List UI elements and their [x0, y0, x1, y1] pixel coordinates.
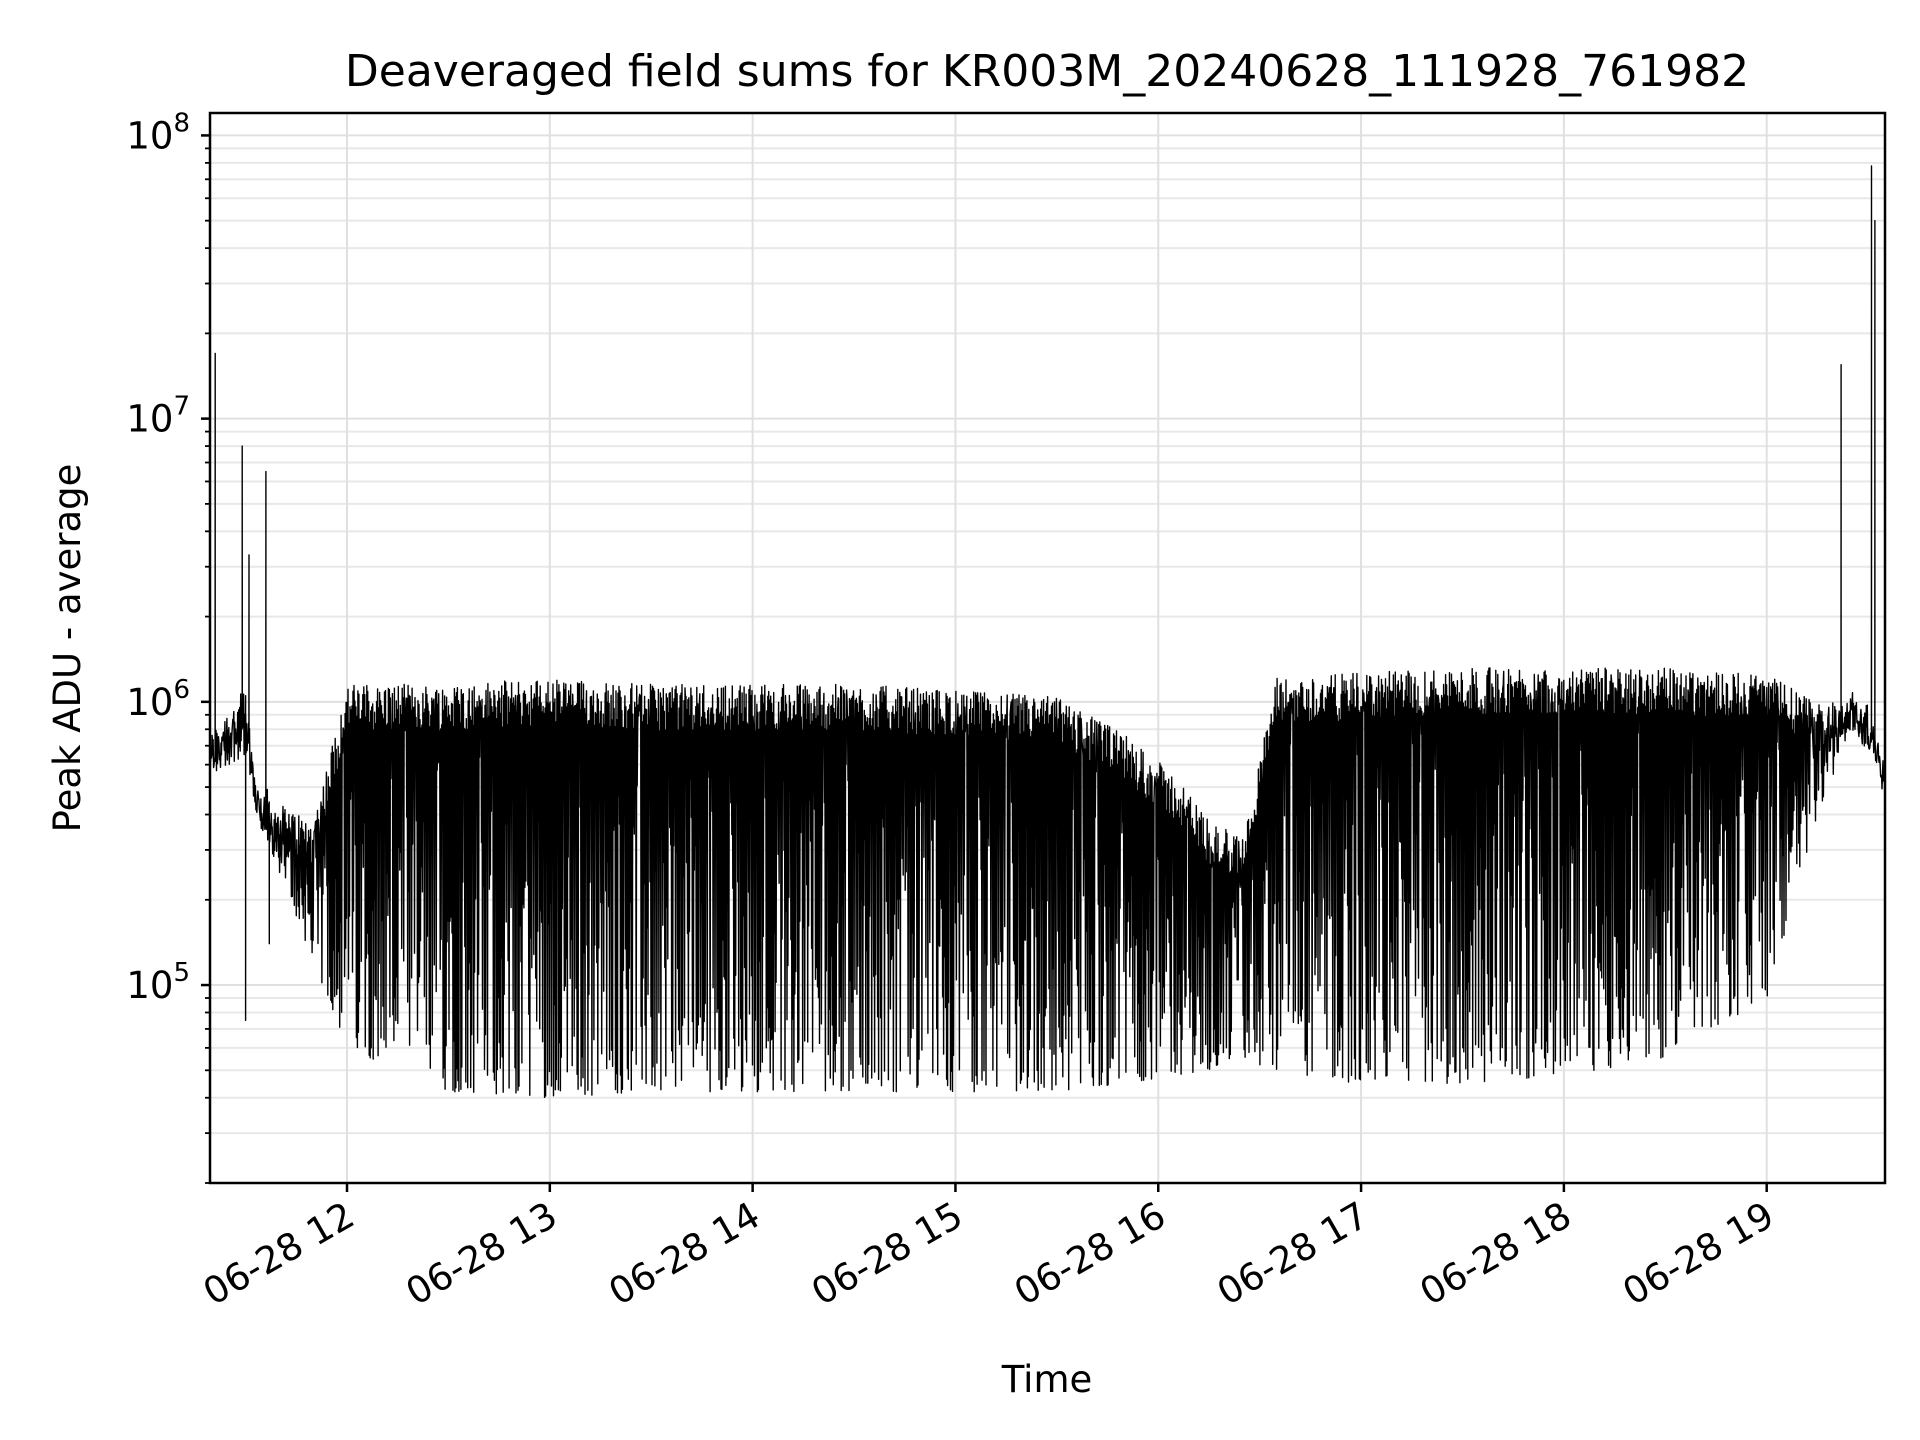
chart-title: Deaveraged field sums for KR003M_2024062…: [345, 46, 1749, 97]
y-axis-label: Peak ADU - average: [46, 464, 89, 833]
x-axis-label: Time: [1001, 1358, 1093, 1401]
y-tick-base: 10: [126, 681, 173, 724]
y-tick-exponent: 7: [173, 392, 190, 422]
y-tick-label: 108: [126, 108, 190, 157]
y-tick-exponent: 8: [173, 108, 190, 138]
y-tick-exponent: 5: [173, 958, 190, 988]
y-tick-base: 10: [126, 114, 173, 157]
series-line: [210, 165, 1885, 1099]
y-tick-label: 107: [126, 392, 190, 441]
plot-area: [210, 165, 1885, 1099]
y-tick-label: 106: [126, 675, 190, 724]
y-tick-label: 105: [126, 958, 190, 1007]
y-tick-base: 10: [126, 964, 173, 1007]
axes-frame: [208, 111, 1887, 1185]
y-tick-exponent: 6: [173, 675, 190, 705]
y-minor-ticks: [205, 147, 210, 1184]
y-tick-base: 10: [126, 398, 173, 441]
